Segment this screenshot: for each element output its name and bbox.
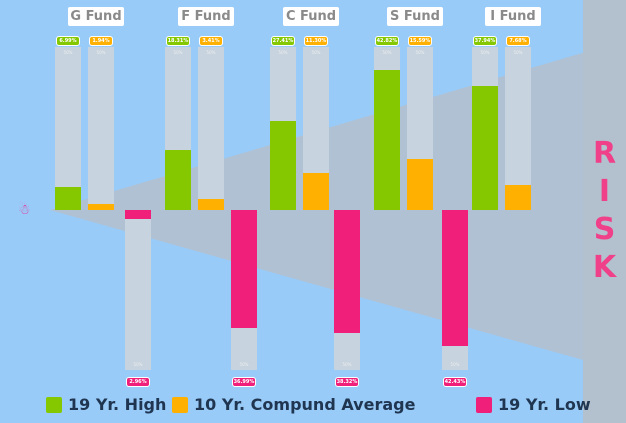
bar-track (505, 47, 531, 210)
bar-track (334, 210, 360, 370)
bar-max-label: 50% (133, 362, 143, 367)
value-label: 6.99% (56, 36, 80, 46)
bar-max-label: 50% (173, 50, 183, 55)
bar-track (88, 47, 114, 210)
risk-letter: K (592, 250, 617, 285)
bar-high (374, 70, 400, 210)
value-label: 15.59% (408, 36, 432, 46)
bar-track (55, 47, 81, 210)
legend-average: 10 Yr. Compund Average (172, 395, 415, 414)
bar-max-label: 50% (382, 50, 392, 55)
bar-track (270, 47, 296, 210)
fund-title: C Fund (283, 7, 339, 26)
risk-letter: S (593, 212, 616, 247)
value-label: 1.94% (89, 36, 113, 46)
bar-average (303, 173, 329, 210)
bar-low (334, 210, 360, 333)
value-label: 38.32% (335, 377, 359, 387)
bar-max-label: 50% (278, 50, 288, 55)
value-label: 7.68% (506, 36, 530, 46)
risk-letter: R (592, 136, 617, 171)
value-label: 18.31% (166, 36, 190, 46)
bar-track (125, 210, 151, 370)
legend-label: 19 Yr. High (68, 395, 167, 414)
bar-track (472, 47, 498, 210)
investor-icon: ☃ (18, 202, 31, 218)
bar-average (198, 198, 224, 210)
value-label: 27.41% (271, 36, 295, 46)
bar-high (270, 120, 296, 210)
bar-max-label: 50% (63, 50, 73, 55)
fund-title: G Fund (68, 7, 124, 26)
legend-high: 19 Yr. High (46, 395, 166, 414)
risk-band: R I S K (583, 0, 626, 423)
legend-low: 19 Yr. Low (476, 395, 591, 414)
bar-average (88, 203, 114, 210)
fund-title: F Fund (178, 7, 234, 26)
bar-track (198, 47, 224, 210)
fund-title: S Fund (387, 7, 443, 26)
risk-letter: I (598, 174, 611, 209)
bar-track (303, 47, 329, 210)
legend-swatch (476, 396, 492, 413)
value-label: 3.41% (199, 36, 223, 46)
bar-max-label: 50% (239, 362, 249, 367)
bar-max-label: 50% (513, 50, 523, 55)
bar-track (442, 210, 468, 370)
bar-max-label: 50% (415, 50, 425, 55)
fund-title: I Fund (485, 7, 541, 26)
value-label: 37.94% (473, 36, 497, 46)
legend-swatch (46, 396, 62, 413)
legend-label: 10 Yr. Compund Average (194, 395, 416, 414)
bar-track (165, 47, 191, 210)
value-label: 11.30% (304, 36, 328, 46)
bar-track (407, 47, 433, 210)
bar-average (505, 184, 531, 210)
value-label: 2.96% (126, 377, 150, 387)
bar-max-label: 50% (96, 50, 106, 55)
bar-max-label: 50% (480, 50, 490, 55)
bar-low (231, 210, 257, 329)
bar-high (165, 150, 191, 210)
value-label: 42.43% (443, 377, 467, 387)
bar-max-label: 50% (311, 50, 321, 55)
bar-max-label: 50% (206, 50, 216, 55)
bar-track (374, 47, 400, 210)
bar-track (231, 210, 257, 370)
bar-low (125, 210, 151, 220)
value-label: 36.99% (232, 377, 256, 387)
bar-high (55, 187, 81, 210)
legend-swatch (172, 396, 188, 413)
legend-label: 19 Yr. Low (498, 395, 591, 414)
bar-high (472, 86, 498, 210)
value-label: 42.82% (375, 36, 399, 46)
bar-max-label: 50% (342, 362, 352, 367)
bar-average (407, 159, 433, 210)
bar-low (442, 210, 468, 346)
bar-max-label: 50% (450, 362, 460, 367)
